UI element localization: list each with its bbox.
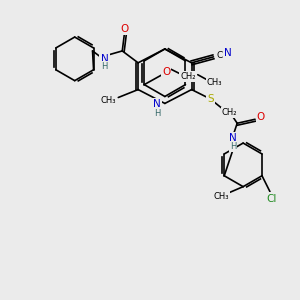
Text: H: H (101, 62, 108, 71)
Text: CH₃: CH₃ (207, 78, 222, 87)
Text: N: N (100, 54, 108, 64)
Text: N: N (224, 48, 232, 58)
Text: Cl: Cl (267, 194, 277, 203)
Text: C: C (216, 51, 223, 60)
Text: CH₂: CH₂ (180, 72, 196, 81)
Text: O: O (120, 24, 128, 34)
Text: O: O (162, 67, 170, 77)
Text: CH₃: CH₃ (100, 96, 116, 105)
Text: S: S (207, 94, 214, 104)
Text: H: H (154, 109, 160, 118)
Text: O: O (257, 112, 265, 122)
Text: CH₃: CH₃ (214, 192, 229, 201)
Text: H: H (230, 142, 236, 151)
Text: N: N (153, 99, 161, 110)
Text: N: N (229, 133, 237, 143)
Text: CH₂: CH₂ (221, 108, 237, 117)
